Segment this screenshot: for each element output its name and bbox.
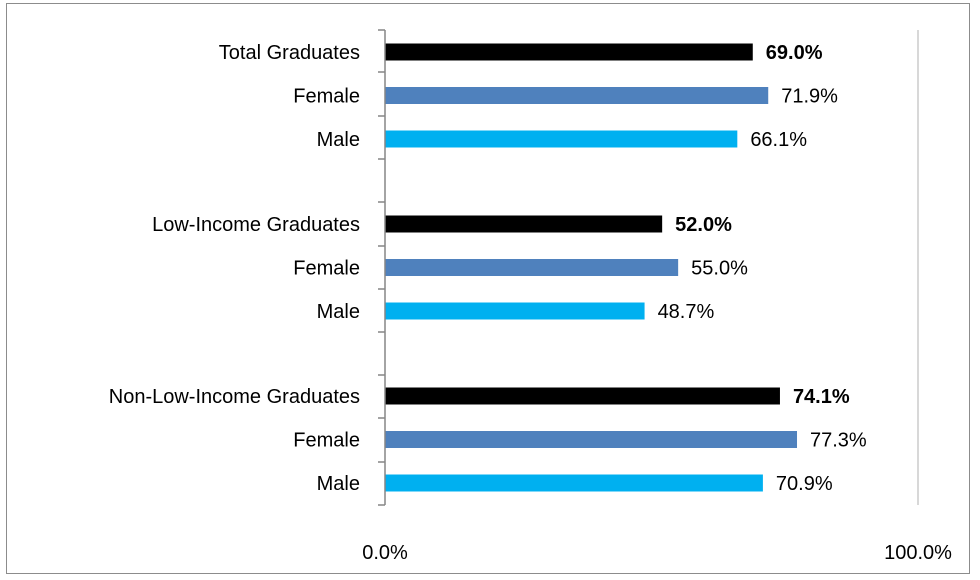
- data-label: 71.9%: [781, 86, 838, 108]
- bar: [385, 431, 798, 448]
- data-label: 48.7%: [658, 301, 715, 323]
- data-label: 55.0%: [691, 258, 748, 280]
- bars: [385, 43, 798, 492]
- category-label: Male: [317, 473, 360, 495]
- bar: [385, 87, 769, 104]
- data-label: 70.9%: [776, 473, 833, 495]
- data-label: 66.1%: [750, 129, 807, 151]
- category-label: Total Graduates: [219, 42, 360, 64]
- bar: [385, 215, 663, 233]
- category-label: Male: [317, 301, 360, 323]
- bar: [385, 259, 679, 276]
- category-label: Female: [293, 430, 360, 452]
- bar: [385, 474, 763, 492]
- category-label: Female: [293, 86, 360, 108]
- data-label: 74.1%: [793, 386, 850, 408]
- value-axis-tick-labels: 0.0% 100.0%: [362, 542, 952, 564]
- bar: [385, 302, 645, 320]
- category-label: Non-Low-Income Graduates: [109, 386, 360, 408]
- category-axis: [378, 29, 386, 506]
- x-tick-label: 0.0%: [362, 542, 408, 564]
- x-tick-label: 100.0%: [884, 542, 952, 564]
- data-label: 52.0%: [675, 214, 732, 236]
- bar: [385, 387, 780, 405]
- data-label: 69.0%: [766, 42, 823, 64]
- category-labels: Total Graduates Female Male Low-Income Grad…: [109, 42, 360, 495]
- category-label: Female: [293, 258, 360, 280]
- data-label: 77.3%: [810, 430, 867, 452]
- bar: [385, 130, 738, 148]
- bar: [385, 43, 753, 61]
- category-label: Low-Income Graduates: [152, 214, 360, 236]
- value-labels: 69.0% 71.9% 66.1% 52.0% 55.0% 48.7% 74.1% 77.3%…: [658, 42, 867, 495]
- category-label: Male: [317, 129, 360, 151]
